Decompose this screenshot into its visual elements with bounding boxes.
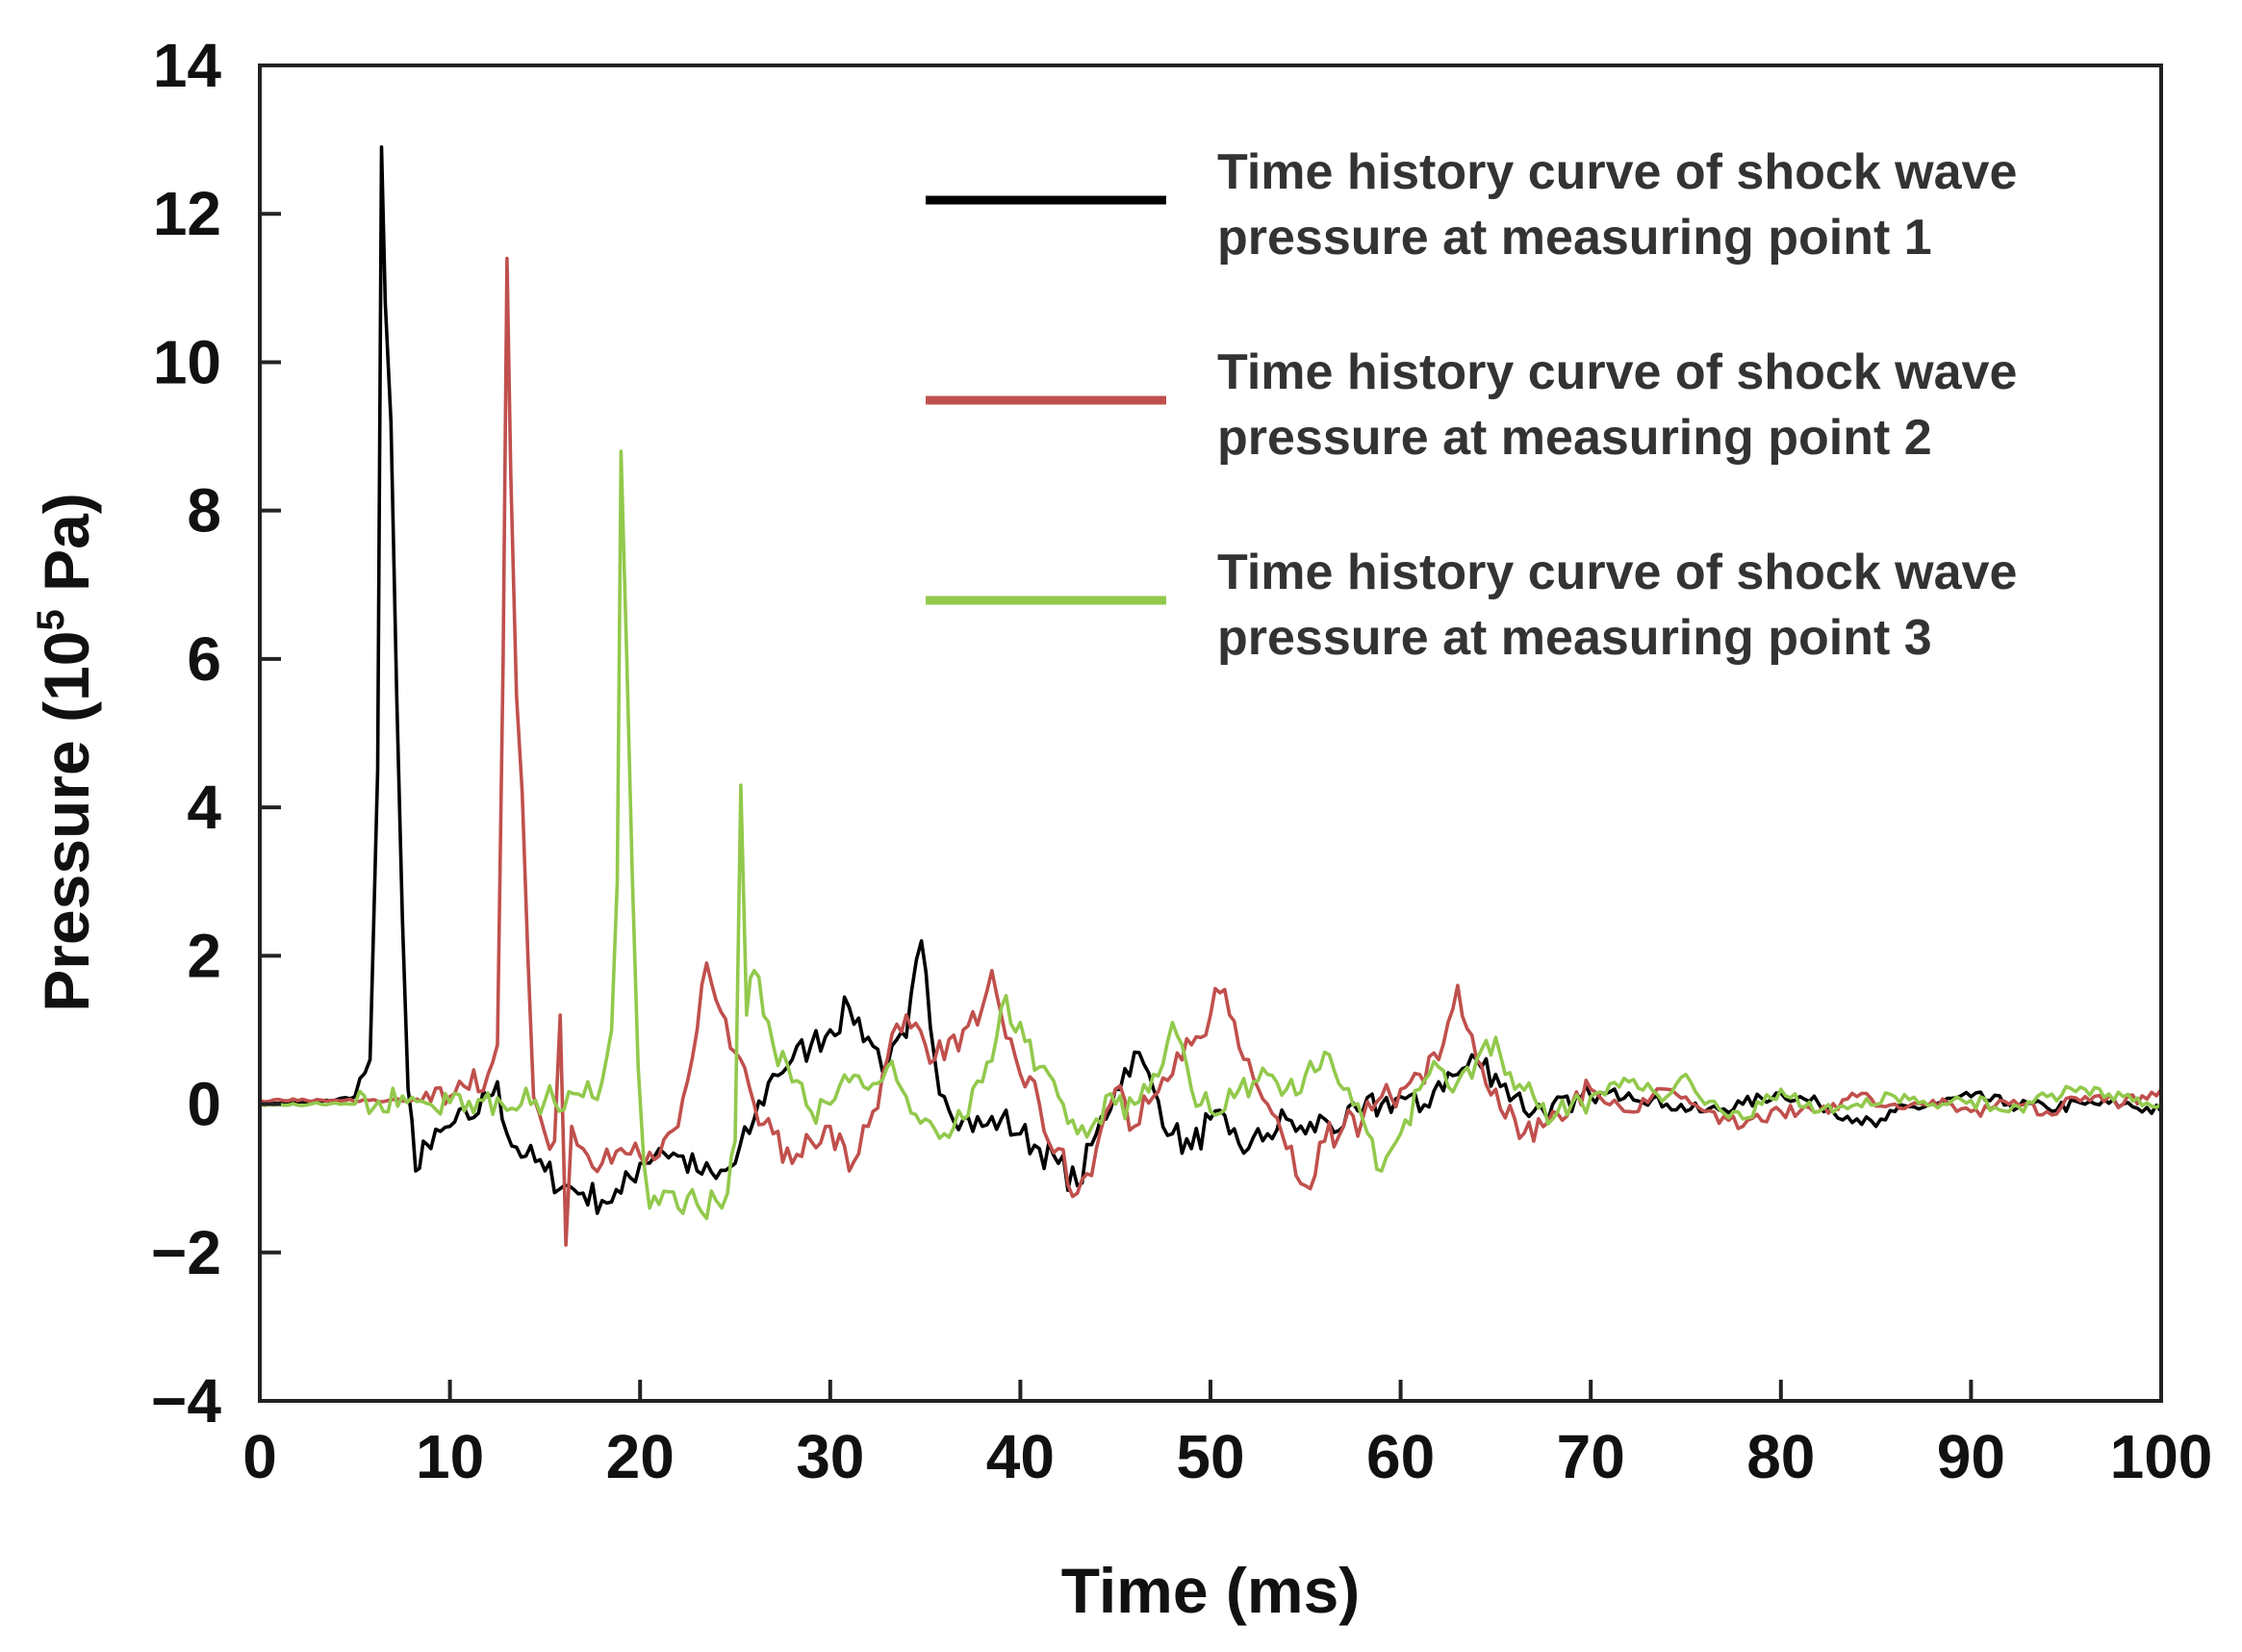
legend-label-1-line2: pressure at measuring point 1 — [1217, 210, 1932, 266]
series-layer — [258, 145, 2163, 1247]
legend-label-3-line1: Time history curve of shock wave — [1217, 545, 2017, 600]
x-axis-title: Time (ms) — [1061, 1555, 1361, 1626]
series-line-1 — [258, 145, 2163, 1215]
y-tick-label: 8 — [187, 476, 221, 546]
legend-label-2-line1: Time history curve of shock wave — [1217, 344, 2017, 400]
x-tick-label: 60 — [1366, 1422, 1435, 1491]
series-line-2 — [258, 256, 2163, 1247]
x-tick-label: 30 — [796, 1422, 864, 1491]
y-tick-label: 12 — [153, 179, 221, 248]
y-tick-label: 10 — [153, 327, 221, 396]
y-tick-label: −4 — [151, 1366, 221, 1436]
y-tick-label: 0 — [187, 1070, 221, 1139]
x-tick-label: 50 — [1176, 1422, 1244, 1491]
x-tick-label: 70 — [1557, 1422, 1625, 1491]
legend-label-3-line2: pressure at measuring point 3 — [1217, 610, 1932, 666]
y-axis-title-superscript: 5 — [30, 609, 72, 630]
y-tick-label: 2 — [187, 921, 221, 990]
y-axis-title-unit: Pa) — [31, 493, 102, 609]
legend-label-1-line1: Time history curve of shock wave — [1217, 144, 2017, 200]
legend: Time history curve of shock wave pressure… — [926, 144, 2017, 666]
x-tick-label: 100 — [2110, 1422, 2213, 1491]
y-tick-label: 6 — [187, 624, 221, 694]
y-tick-label: 4 — [187, 773, 221, 842]
series-line-3 — [258, 449, 2163, 1221]
y-axis-title: Pressure (105 Pa) — [30, 493, 102, 1012]
y-axis-title-main: Pressure (10 — [31, 631, 102, 1012]
x-tick-label: 0 — [242, 1422, 277, 1491]
ticks-layer: 0 10 20 30 40 50 60 70 80 90 100 −4 −2 0 2 4 6 8 10 12 14 — [151, 31, 2212, 1491]
x-tick-label: 10 — [416, 1422, 484, 1491]
y-tick-label: −2 — [151, 1218, 221, 1287]
y-tick-label: 14 — [153, 31, 222, 100]
x-tick-label: 20 — [606, 1422, 675, 1491]
x-tick-label: 90 — [1937, 1422, 2005, 1491]
legend-label-2-line2: pressure at measuring point 2 — [1217, 410, 1932, 466]
x-tick-label: 80 — [1746, 1422, 1815, 1491]
x-tick-label: 40 — [986, 1422, 1055, 1491]
